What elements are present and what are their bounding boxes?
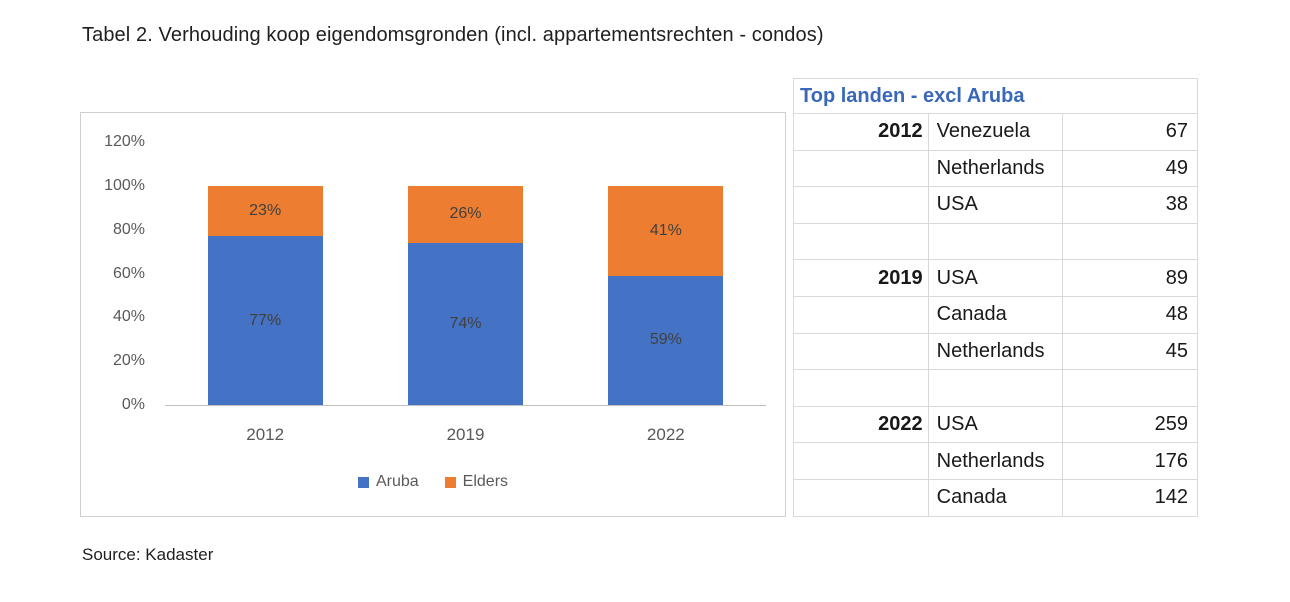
bar-segment-aruba-2012: 77% — [207, 236, 323, 405]
table-cell-year — [793, 186, 929, 224]
table-title-row: Top landen - excl Aruba — [793, 78, 1198, 114]
legend-item-elders: Elders — [444, 473, 509, 491]
table-cell-value: 176 — [1062, 442, 1198, 480]
data-label: 26% — [449, 205, 482, 223]
y-tick-label: 100% — [104, 177, 145, 194]
x-axis-label-2019: 2019 — [446, 425, 485, 444]
table-cell-year — [793, 478, 929, 517]
table-cell-value: 48 — [1062, 295, 1198, 334]
legend-swatch-aruba — [357, 476, 369, 488]
bar-2019: 26% 74% — [408, 186, 523, 405]
table-row: 2012 Venezuela 67 — [793, 113, 1198, 151]
table-cell-country — [927, 369, 1064, 407]
data-label: 41% — [649, 221, 682, 239]
legend-item-aruba: Aruba — [357, 473, 419, 491]
table-cell-value: 45 — [1062, 332, 1198, 371]
table-row — [793, 369, 1198, 407]
chart-legend: Aruba Elders — [81, 473, 785, 491]
table-cell-year — [793, 149, 929, 188]
table-cell-country — [927, 222, 1064, 261]
bar-segment-elders-2019: 26% — [408, 186, 523, 243]
table-row: Netherlands 49 — [793, 149, 1198, 188]
y-tick-label: 80% — [112, 220, 145, 238]
table-cell-country: Netherlands — [927, 149, 1064, 188]
table-cell-year — [793, 442, 929, 480]
table-cell-country: USA — [927, 405, 1064, 444]
table-cell-year — [793, 332, 929, 371]
table-cell-year — [793, 369, 929, 407]
table-cell-country: Venezuela — [927, 113, 1064, 151]
legend-label: Aruba — [375, 473, 419, 490]
table-row: 2022 USA 259 — [793, 405, 1198, 444]
y-tick-label: 20% — [112, 352, 145, 370]
table-row: USA 38 — [793, 186, 1198, 224]
table-cell-value: 142 — [1062, 478, 1198, 517]
legend-swatch-elders — [444, 476, 456, 488]
table-cell-year: 2022 — [793, 405, 929, 444]
table-cell-value: 38 — [1062, 186, 1198, 224]
table-title: Top landen - excl Aruba — [793, 78, 1198, 114]
table-row: Canada 142 — [793, 478, 1198, 517]
table-cell-value: 259 — [1062, 405, 1198, 444]
table-row: 2019 USA 89 — [793, 259, 1198, 297]
table-cell-year: 2012 — [793, 113, 929, 151]
table-cell-value — [1062, 369, 1198, 407]
table-cell-year — [793, 295, 929, 334]
stacked-bar-chart: 0% 20% 40% 60% 80% 100% 120% 23% 77% 26% 74% 41% 59… — [80, 112, 786, 517]
top-landen-table: Top landen - excl Aruba 2012 Venezuela 67 N… — [793, 78, 1198, 517]
table-cell-country: Canada — [927, 478, 1064, 517]
bar-segment-aruba-2022: 59% — [608, 275, 724, 405]
y-tick-label: 120% — [104, 133, 145, 151]
bar-segment-aruba-2019: 74% — [408, 242, 523, 405]
y-tick-label: 0% — [121, 396, 145, 413]
table-cell-value: 49 — [1062, 149, 1198, 188]
x-axis-label-2022: 2022 — [646, 425, 685, 444]
bar-2022: 41% 59% — [608, 186, 724, 405]
table-cell-year — [793, 222, 929, 261]
page-title: Tabel 2. Verhouding koop eigendomsgronde… — [82, 24, 824, 46]
data-label: 77% — [249, 311, 282, 329]
y-tick-label: 60% — [112, 264, 145, 282]
data-label: 59% — [649, 331, 682, 349]
table-cell-country: USA — [927, 186, 1064, 224]
legend-label: Elders — [462, 473, 509, 490]
table-row: Netherlands 45 — [793, 332, 1198, 371]
bar-segment-elders-2012: 23% — [207, 186, 323, 237]
table-cell-country: USA — [927, 259, 1064, 297]
y-tick-label: 40% — [112, 308, 145, 326]
data-label: 23% — [249, 202, 282, 220]
data-label: 74% — [449, 314, 482, 332]
x-axis-line — [165, 405, 766, 406]
table-cell-country: Netherlands — [927, 332, 1064, 371]
table-cell-value: 67 — [1062, 113, 1198, 151]
table-cell-value — [1062, 222, 1198, 261]
bar-2012: 23% 77% — [207, 186, 323, 405]
table-cell-value: 89 — [1062, 259, 1198, 297]
table-row: Netherlands 176 — [793, 442, 1198, 480]
source-note: Source: Kadaster — [82, 545, 214, 564]
bar-segment-elders-2022: 41% — [608, 186, 724, 276]
table-cell-country: Netherlands — [927, 442, 1064, 480]
x-axis-label-2012: 2012 — [246, 425, 285, 444]
table-row: Canada 48 — [793, 295, 1198, 334]
table-cell-country: Canada — [927, 295, 1064, 334]
table-row — [793, 222, 1198, 261]
table-cell-year: 2019 — [793, 259, 929, 297]
